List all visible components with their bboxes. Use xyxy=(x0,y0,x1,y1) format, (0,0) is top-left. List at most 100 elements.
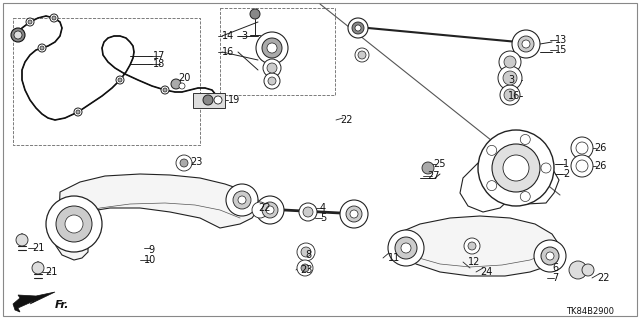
Circle shape xyxy=(118,78,122,82)
Circle shape xyxy=(478,130,554,206)
Text: 6: 6 xyxy=(552,263,558,273)
Circle shape xyxy=(340,200,368,228)
Circle shape xyxy=(500,85,520,105)
Text: 23: 23 xyxy=(300,265,312,275)
Circle shape xyxy=(52,16,56,20)
Text: 25: 25 xyxy=(433,159,445,169)
Text: 20: 20 xyxy=(178,73,190,83)
Text: 5: 5 xyxy=(320,213,326,223)
Circle shape xyxy=(388,230,424,266)
Text: 26: 26 xyxy=(594,161,606,171)
Circle shape xyxy=(171,79,181,89)
Circle shape xyxy=(161,86,169,94)
Circle shape xyxy=(504,89,516,101)
Text: 24: 24 xyxy=(480,267,492,277)
Circle shape xyxy=(358,51,366,59)
Circle shape xyxy=(14,31,22,39)
Circle shape xyxy=(297,260,313,276)
Text: 11: 11 xyxy=(388,253,400,263)
Bar xyxy=(193,93,225,108)
Circle shape xyxy=(303,207,313,217)
Text: 27: 27 xyxy=(427,171,440,181)
Circle shape xyxy=(263,59,281,77)
Polygon shape xyxy=(396,216,560,276)
Circle shape xyxy=(238,196,246,204)
Circle shape xyxy=(38,44,46,52)
Circle shape xyxy=(32,262,44,274)
Text: 21: 21 xyxy=(32,243,44,253)
Circle shape xyxy=(487,181,497,191)
Text: 2: 2 xyxy=(563,169,569,179)
Circle shape xyxy=(180,159,188,167)
Circle shape xyxy=(582,264,594,276)
Circle shape xyxy=(268,77,276,85)
Circle shape xyxy=(576,160,588,172)
Text: Fr.: Fr. xyxy=(55,300,70,310)
Circle shape xyxy=(571,137,593,159)
Circle shape xyxy=(264,73,280,89)
Circle shape xyxy=(262,38,282,58)
Circle shape xyxy=(11,28,25,42)
Circle shape xyxy=(297,243,315,261)
Text: 17: 17 xyxy=(153,51,165,61)
Polygon shape xyxy=(13,292,55,312)
Circle shape xyxy=(541,163,551,173)
Circle shape xyxy=(256,32,288,64)
Circle shape xyxy=(226,184,258,216)
Circle shape xyxy=(541,247,559,265)
Text: 21: 21 xyxy=(45,267,58,277)
Text: 8: 8 xyxy=(305,250,311,260)
Text: 19: 19 xyxy=(228,95,240,105)
Text: 1: 1 xyxy=(563,159,569,169)
Text: 22: 22 xyxy=(597,273,609,283)
Circle shape xyxy=(16,234,28,246)
Circle shape xyxy=(176,155,192,171)
Circle shape xyxy=(499,51,521,73)
Circle shape xyxy=(267,43,277,53)
Text: 22: 22 xyxy=(340,115,353,125)
Circle shape xyxy=(252,202,268,218)
Circle shape xyxy=(355,25,361,31)
Circle shape xyxy=(346,206,362,222)
Circle shape xyxy=(299,203,317,221)
Text: 22: 22 xyxy=(258,203,271,213)
Text: 4: 4 xyxy=(320,203,326,213)
Circle shape xyxy=(301,264,309,272)
Circle shape xyxy=(65,215,83,233)
Circle shape xyxy=(214,96,222,104)
Text: 16: 16 xyxy=(222,47,234,57)
Circle shape xyxy=(74,108,82,116)
Circle shape xyxy=(203,95,213,105)
Text: 23: 23 xyxy=(190,157,202,167)
Circle shape xyxy=(262,202,278,218)
Circle shape xyxy=(534,240,566,272)
Circle shape xyxy=(464,238,480,254)
Circle shape xyxy=(256,196,284,224)
Circle shape xyxy=(576,142,588,154)
Circle shape xyxy=(395,237,417,259)
Circle shape xyxy=(487,145,497,155)
Circle shape xyxy=(518,36,534,52)
Text: 15: 15 xyxy=(555,45,568,55)
Text: 18: 18 xyxy=(153,59,165,69)
Circle shape xyxy=(498,66,522,90)
Circle shape xyxy=(520,191,531,202)
Text: 7: 7 xyxy=(552,273,558,283)
Text: 26: 26 xyxy=(594,143,606,153)
Text: 3: 3 xyxy=(508,75,514,85)
Circle shape xyxy=(520,135,531,145)
Circle shape xyxy=(503,71,517,85)
Circle shape xyxy=(116,76,124,84)
Circle shape xyxy=(504,56,516,68)
Circle shape xyxy=(422,162,434,174)
Circle shape xyxy=(76,110,80,114)
Text: 9: 9 xyxy=(148,245,154,255)
Circle shape xyxy=(503,155,529,181)
Circle shape xyxy=(28,20,32,24)
Circle shape xyxy=(26,18,34,26)
Circle shape xyxy=(522,40,530,48)
Circle shape xyxy=(301,247,311,257)
Circle shape xyxy=(571,155,593,177)
Circle shape xyxy=(50,14,58,22)
Text: 14: 14 xyxy=(222,31,234,41)
